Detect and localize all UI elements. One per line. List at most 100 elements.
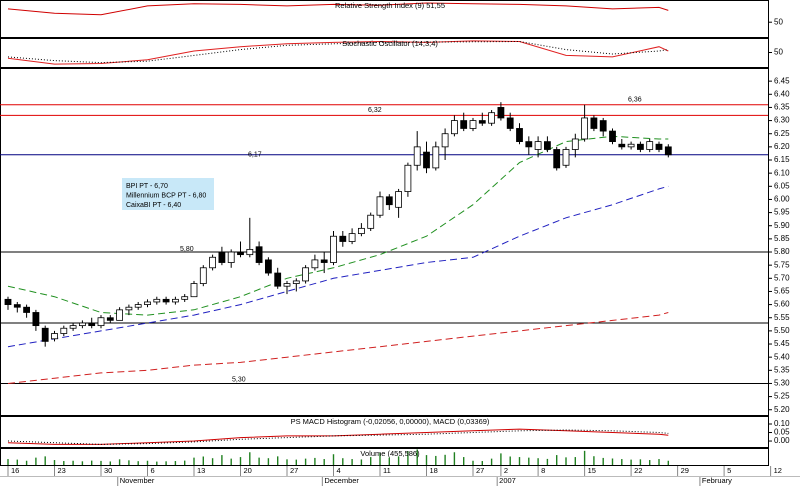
volume-bar <box>472 460 474 465</box>
candle-body <box>32 312 40 327</box>
candle-body <box>311 259 319 269</box>
volume-bar <box>100 460 102 465</box>
indicator-line <box>7 185 669 348</box>
volume-bar <box>435 455 437 465</box>
candle-body <box>664 146 672 156</box>
candle-body <box>320 259 328 263</box>
volume-bar <box>146 460 149 465</box>
y-tick-label: 5.80 <box>774 247 790 256</box>
candle-body <box>13 304 21 308</box>
candle-body <box>404 164 412 192</box>
y-tick-label: 6.35 <box>774 103 790 112</box>
level-label: 5,30 <box>232 376 246 383</box>
y-tick-label: 5.45 <box>774 339 790 348</box>
candle-body <box>4 298 12 305</box>
volume-bar <box>658 459 660 465</box>
y-tick-label: 6.05 <box>774 181 790 190</box>
x-tick-label: 18 <box>430 466 438 475</box>
volume-bar <box>44 456 46 465</box>
x-tick-label: 27 <box>290 466 298 475</box>
panel-frame <box>0 448 769 466</box>
candle-body <box>283 283 291 287</box>
x-tick-label: 2 <box>504 466 508 475</box>
volume-bar <box>72 460 74 465</box>
volume-bar <box>118 459 121 465</box>
y-tick-label: 5.35 <box>774 365 790 374</box>
candle-body <box>227 251 235 263</box>
volume-bar <box>267 458 270 465</box>
candle-body <box>199 267 207 284</box>
candle-body <box>497 107 505 119</box>
level-label: 6,32 <box>368 107 382 114</box>
candle-body <box>637 143 644 150</box>
y-tick-label: 0.10 <box>774 419 790 428</box>
candle-body <box>78 322 86 327</box>
volume-bar <box>574 457 577 465</box>
candle-body <box>441 133 449 148</box>
candle-body <box>255 246 263 263</box>
y-tick-label: 5.20 <box>774 405 790 414</box>
volume-bar <box>639 459 642 465</box>
volume-bar <box>453 452 456 465</box>
x-tick-label: 4 <box>337 466 341 475</box>
volume-bar <box>109 461 111 465</box>
panel-title: PS MACD Histogram (-0,02056, 0,00000), M… <box>291 417 490 426</box>
volume-bar <box>425 455 428 465</box>
volume-bar <box>230 458 232 465</box>
candle-body <box>534 141 542 150</box>
volume-bar <box>556 455 558 465</box>
volume-bar <box>323 459 325 465</box>
panel-frame <box>0 416 769 448</box>
candle-body <box>60 327 68 334</box>
volume-bar <box>397 456 400 465</box>
volume-bar <box>463 457 465 465</box>
volume-bar <box>183 460 186 465</box>
y-tick-label: 0.05 <box>774 428 790 437</box>
candle-body <box>423 151 430 169</box>
y-tick-label: 5.40 <box>774 352 790 361</box>
indicator-line <box>7 135 669 316</box>
candle-body <box>88 322 96 327</box>
candle-body <box>385 196 393 206</box>
candle-body <box>478 120 486 124</box>
volume-bar <box>174 461 177 465</box>
y-tick-label: 5.55 <box>774 313 790 322</box>
panel-title: Stochastic Oscillator (14,3,4) <box>342 39 438 48</box>
panel-plot <box>7 428 669 445</box>
volume-bar <box>509 456 511 465</box>
volume-bar <box>258 457 260 465</box>
candle-body <box>599 120 607 132</box>
candle-body <box>376 196 384 216</box>
volume-bar <box>35 457 37 465</box>
candle-body <box>125 306 133 311</box>
candle-body <box>41 327 49 342</box>
candle-body <box>516 128 523 143</box>
x-tick-label: 11 <box>383 466 391 475</box>
volume-bar <box>379 452 381 465</box>
panel-title: Volume (455,586) <box>360 449 420 458</box>
y-tick-label: 5.60 <box>774 300 790 309</box>
panel-frame <box>0 68 769 416</box>
y-tick-label: 5.65 <box>774 287 790 296</box>
volume-bar <box>611 458 614 465</box>
candle-body <box>618 143 626 148</box>
level-label: 6,36 <box>628 97 642 104</box>
candle-body <box>562 149 570 166</box>
volume-bar <box>249 452 251 465</box>
volume-bar <box>342 458 344 465</box>
candle-body <box>348 233 356 242</box>
candle-body <box>358 227 365 235</box>
x-tick-label: 23 <box>57 466 65 475</box>
level-label: 5,80 <box>180 246 194 253</box>
candle-body <box>590 117 598 129</box>
volume-bar <box>211 458 214 465</box>
panel-plot <box>7 449 670 465</box>
volume-bar <box>360 459 363 465</box>
month-label: December <box>324 476 359 485</box>
volume-bar <box>221 455 223 465</box>
x-tick-label: 29 <box>681 466 689 475</box>
candle-body <box>106 317 114 321</box>
candle-body <box>162 298 170 303</box>
y-tick-label: 6.45 <box>774 76 790 85</box>
